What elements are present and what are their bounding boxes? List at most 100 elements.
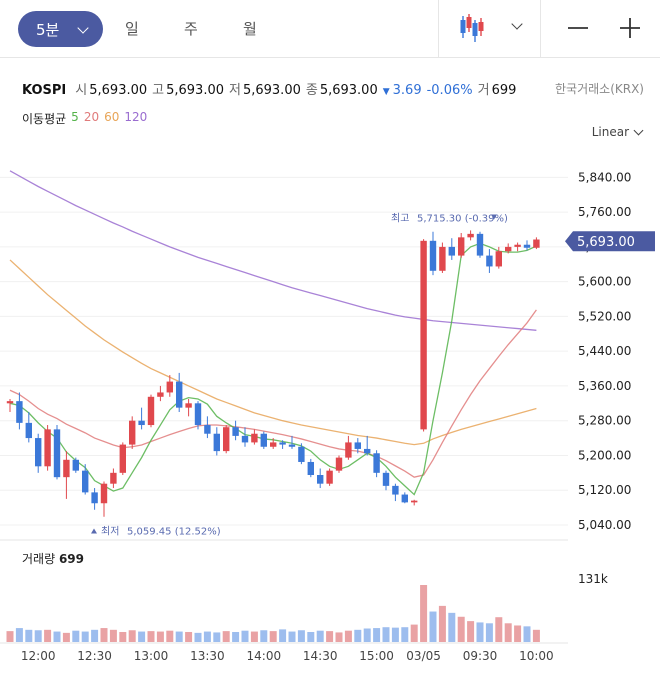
- period-week[interactable]: 주: [184, 20, 198, 38]
- candle-body: [35, 438, 42, 467]
- candle-body: [185, 403, 192, 408]
- candle-body: [420, 240, 427, 430]
- candle-body: [476, 233, 484, 256]
- candlestick-icon: [460, 14, 484, 42]
- candle-body: [6, 401, 14, 404]
- high-annotation-label: 최고: [391, 213, 409, 225]
- volume-bar: [222, 631, 230, 642]
- candle-body: [298, 446, 305, 462]
- volume-bar: [514, 625, 522, 642]
- candle-body: [251, 433, 258, 443]
- scale-mode-dropdown[interactable]: Linear: [592, 125, 644, 139]
- y-tick-label: 5,360.00: [578, 379, 631, 393]
- x-tick-label: 13:00: [134, 649, 169, 663]
- ma-legend-120: 120: [124, 110, 148, 124]
- candle-body: [326, 470, 333, 484]
- candle-body: [307, 461, 314, 475]
- low-annotation-value: 5,059.45 (12.52%): [127, 527, 221, 538]
- x-tick-label: 12:30: [77, 649, 112, 663]
- y-tick-label: 5,520.00: [578, 309, 631, 323]
- quote-info-bar: KOSPI 시 5,693.00 고 5,693.00 저 5,693.00 종…: [22, 79, 521, 98]
- current-price-label: 5,693.00: [577, 235, 635, 250]
- volume-bar: [448, 612, 456, 642]
- candle-body: [176, 381, 183, 408]
- volume-bar: [260, 630, 268, 642]
- candle-body: [72, 459, 79, 471]
- low-marker-icon: [91, 528, 97, 534]
- volume-bar: [401, 627, 409, 642]
- high-annotation-value: 5,715.30 (-0.39%): [417, 214, 508, 225]
- y-tick-label: 5,600.00: [578, 275, 631, 289]
- candle-body: [354, 442, 361, 449]
- high-marker-icon: [491, 214, 497, 220]
- volume-value: 699: [491, 83, 517, 98]
- volume-bar: [138, 631, 146, 642]
- volume-bar: [34, 630, 42, 642]
- volume-bar: [438, 605, 446, 642]
- close-value: 5,693.00: [319, 83, 378, 98]
- volume-bar: [156, 631, 164, 642]
- period-day[interactable]: 일: [125, 20, 139, 38]
- volume-bar: [363, 628, 371, 642]
- candle-body: [439, 246, 446, 271]
- x-tick-label: 14:30: [303, 649, 338, 663]
- y-tick-label: 5,280.00: [578, 414, 631, 428]
- volume-bar: [203, 631, 211, 642]
- period-dropdown[interactable]: 5분: [18, 11, 103, 47]
- volume-bar: [476, 622, 484, 642]
- ma-legend-5: 5: [71, 110, 79, 124]
- x-tick-label: 12:00: [21, 649, 56, 663]
- high-value: 5,693.00: [166, 83, 224, 98]
- volume-bar: [241, 630, 249, 642]
- chart-toolbar: 5분 일 주 월: [0, 0, 660, 58]
- chart-type-button[interactable]: [446, 8, 534, 48]
- candle-body: [270, 442, 277, 447]
- candle-body: [448, 246, 455, 256]
- volume-bar: [354, 629, 362, 642]
- candle-body: [53, 429, 61, 478]
- volume-bar: [316, 630, 324, 642]
- volume-bar: [429, 611, 437, 642]
- volume-bar: [326, 631, 334, 642]
- volume-bar: [72, 630, 80, 642]
- volume-bar: [269, 631, 277, 642]
- candle-body: [100, 483, 108, 504]
- candle-body: [505, 246, 512, 252]
- candle-body: [223, 427, 230, 452]
- x-tick-label: 15:00: [359, 649, 394, 663]
- zoom-in-button[interactable]: [613, 12, 647, 46]
- volume-panel-label: 거래량 699: [22, 550, 84, 567]
- volume-bar: [185, 631, 193, 642]
- candle-body: [467, 233, 474, 238]
- y-tick-label: 5,440.00: [578, 344, 631, 358]
- candle-body: [392, 485, 399, 495]
- plus-icon: [620, 18, 640, 38]
- volume-bar: [128, 630, 136, 642]
- candle-body: [25, 422, 32, 439]
- volume-bar: [147, 631, 155, 642]
- candle-body: [82, 470, 89, 493]
- volume-bar: [194, 632, 202, 642]
- low-value: 5,693.00: [242, 83, 301, 98]
- volume-bar: [307, 631, 315, 642]
- candle-body: [458, 237, 465, 256]
- candle-body: [204, 425, 211, 434]
- candle-body: [110, 472, 117, 484]
- volume-bar: [467, 621, 475, 642]
- zoom-out-button[interactable]: [561, 12, 595, 46]
- volume-bar: [175, 631, 183, 642]
- ma60-line: [9, 259, 537, 446]
- volume-bar: [15, 628, 23, 642]
- x-tick-label: 09:30: [463, 649, 498, 663]
- candle-body: [138, 420, 145, 426]
- candle-body: [364, 448, 371, 454]
- volume-bar: [25, 629, 33, 642]
- candle-body: [288, 444, 296, 447]
- volume-bar: [504, 623, 512, 642]
- volume-panel-value: 699: [58, 552, 85, 566]
- period-month[interactable]: 월: [243, 20, 257, 38]
- moving-average-legend[interactable]: 이동평균 5 20 60 120: [22, 110, 147, 127]
- volume-bar: [457, 616, 465, 642]
- volume-bar: [420, 585, 428, 642]
